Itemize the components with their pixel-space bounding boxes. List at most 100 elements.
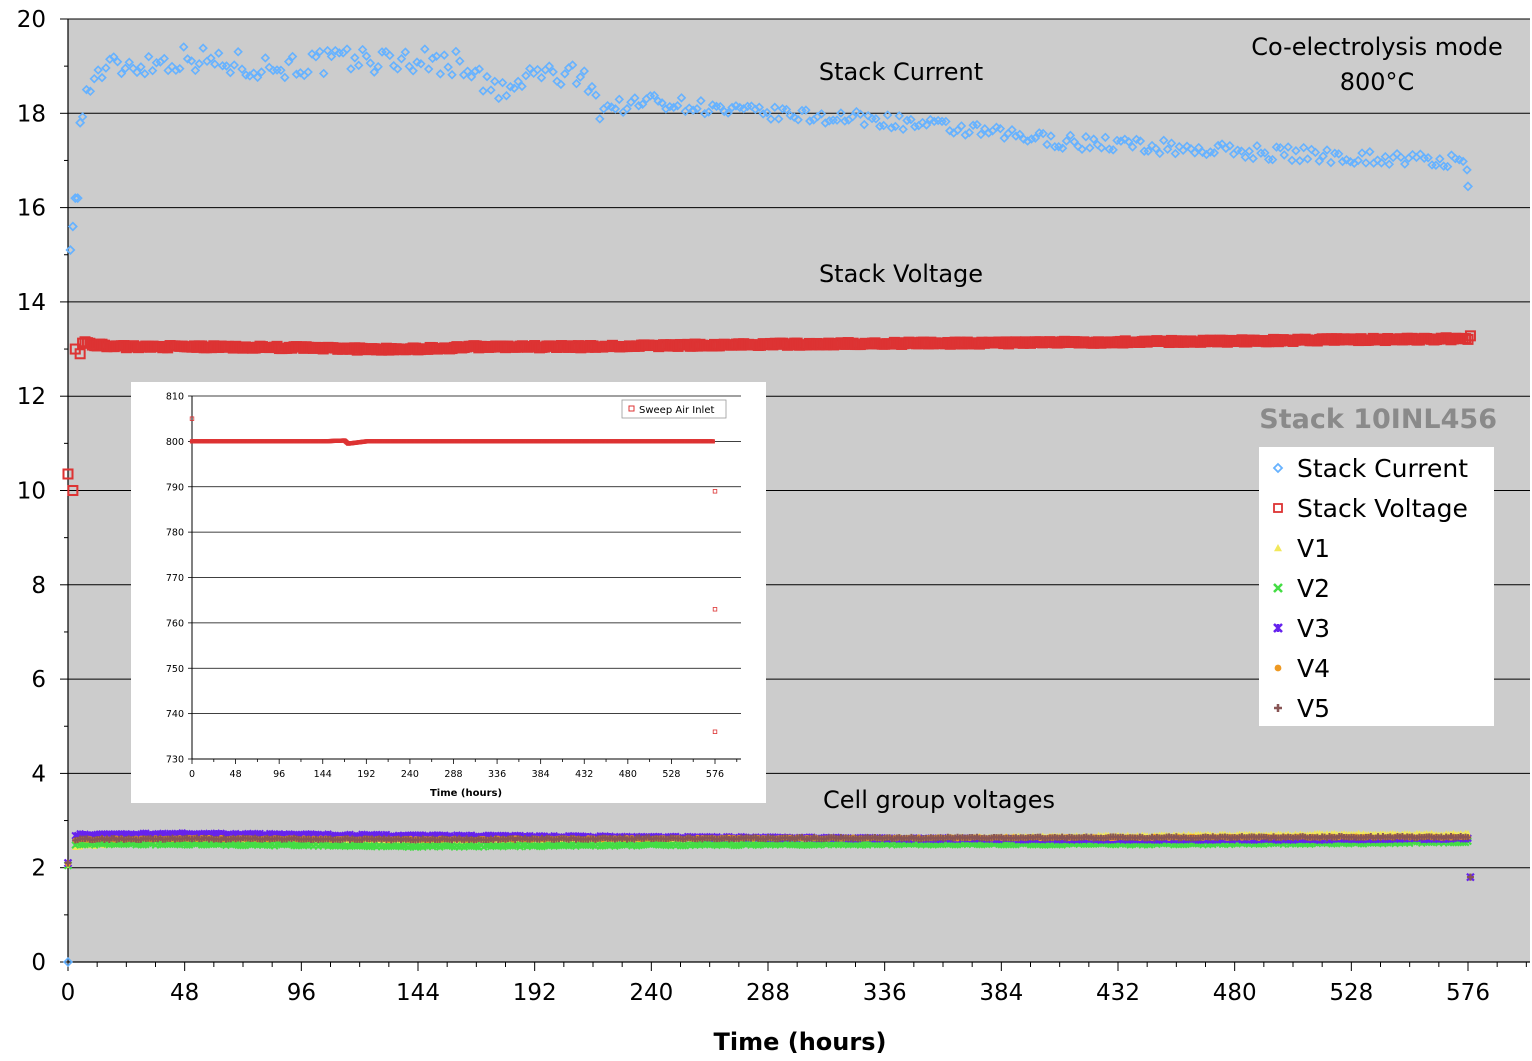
data-point [902,115,912,126]
data-point [1127,142,1138,152]
data-point [1357,148,1367,158]
data-point [781,104,792,115]
inset-x-tick-label-48: 48 [230,769,242,780]
data-point [945,126,955,136]
legend-marker [1273,623,1283,633]
data-point [1182,141,1192,152]
inset-data-point-outlier [712,729,718,734]
data-point [742,101,753,112]
legend-marker [1272,462,1284,474]
legend-item-stack-voltage: Stack Voltage [1273,494,1468,523]
data-point [1190,148,1200,158]
data-point-outlier [67,484,79,497]
data-point [1088,134,1099,144]
data-point [1135,136,1146,146]
data-point [190,65,201,76]
data-point [439,50,449,60]
data-point [116,68,127,79]
x-axis-title: Time (hours) [714,1028,887,1056]
data-point [832,115,842,125]
x-tick-label-480: 480 [1213,980,1257,1006]
data-point [1407,149,1418,160]
data-point [1225,140,1235,151]
data-point [93,65,103,75]
data-point [420,44,430,54]
data-point [178,42,189,52]
data-point [455,56,465,66]
annotation-stack-voltage: Stack Voltage [819,260,983,288]
data-point [140,69,150,79]
data-point-outlier [75,117,86,128]
data-point [633,101,644,111]
data-point [322,45,333,56]
data-point [1081,131,1091,142]
data-point [451,46,461,57]
data-point [579,66,589,76]
inset-y-tick-label-790: 790 [166,482,184,493]
data-point [287,51,298,62]
data-point [750,104,761,115]
data-point [591,90,601,100]
data-point [101,63,111,73]
data-point [291,69,302,79]
inset-data-point-outlier [712,607,718,612]
data-point-outlier [70,193,81,204]
data-point [1108,145,1118,155]
data-point [610,104,621,114]
data-point [976,129,986,140]
series-stack-voltage [62,330,1476,497]
data-point [882,110,893,120]
data-point [350,53,360,63]
inset-x-axis-title: Time (hours) [430,788,502,799]
data-point [85,86,96,97]
data-point [276,65,286,76]
data-point [1431,160,1441,171]
data-point [532,64,543,75]
data-point [435,69,446,79]
data-point [1158,135,1169,146]
data-point [268,65,278,76]
data-point [692,104,702,114]
data-point [357,44,368,55]
data-point [1423,153,1433,163]
data-point [213,48,224,58]
data-point [1295,156,1305,166]
data-point [1143,146,1153,156]
data-point [486,85,496,95]
data-point [567,60,578,70]
x-tick-label-192: 192 [513,980,557,1006]
annotation-stack-id: Stack 10INL456 [1259,404,1497,435]
data-point [700,108,710,119]
inset-legend-marker [628,405,635,412]
data-point [497,77,508,88]
inset-x-tick-label-192: 192 [357,769,375,780]
data-point [108,52,119,62]
data-point [1283,142,1293,152]
data-point [1365,147,1375,157]
data-point [1151,143,1161,154]
data-point [447,69,457,80]
data-point [1096,143,1107,153]
legend-item-v4: V4 [1274,654,1330,683]
data-point-outlier [62,956,74,968]
data-point [361,51,372,61]
data-point [696,96,706,106]
data-point [517,81,527,92]
data-point [1007,125,1017,135]
legend-item-stack-current: Stack Current [1272,454,1468,483]
data-point [917,117,928,128]
data-point [1085,143,1095,153]
data-point [194,59,204,69]
data-point [1193,142,1204,153]
inset-x-tick-label-336: 336 [488,769,506,780]
data-point [878,120,889,131]
data-point [239,841,247,850]
data-point [1314,156,1324,166]
data-point [1275,143,1286,153]
legend-box [1259,447,1494,726]
data-point [1322,145,1332,155]
inset-y-tick-label-760: 760 [166,618,184,629]
inset-axes [188,395,741,764]
